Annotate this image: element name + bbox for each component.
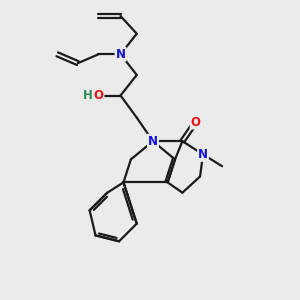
Text: O: O — [190, 116, 201, 128]
Text: N: N — [198, 148, 208, 161]
Text: N: N — [148, 135, 158, 148]
Text: O: O — [94, 89, 103, 102]
Text: N: N — [116, 48, 126, 61]
Text: H: H — [82, 89, 92, 102]
